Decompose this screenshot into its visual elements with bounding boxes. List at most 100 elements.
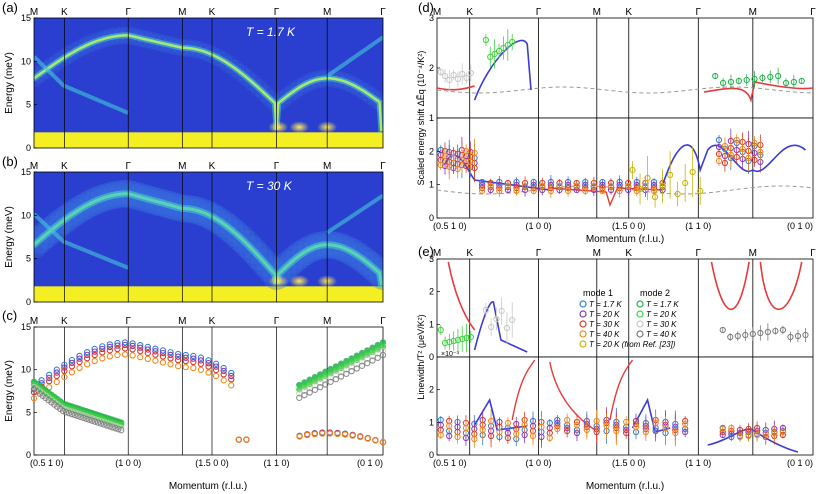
point-mode2-hi-s3-0 <box>296 394 303 401</box>
y-tick-1: 1 <box>429 180 434 190</box>
x-tick-0: (0.5 1 0) <box>433 458 467 468</box>
point-mode1-s1-13 <box>129 342 136 350</box>
point-mode2-lo-s3-20 <box>89 417 96 424</box>
d-bot-ref-pt-6 <box>674 190 681 198</box>
e-bot-right-s3-pt-3 <box>745 432 752 440</box>
e-bot-mid-s3-pt-9 <box>642 428 649 436</box>
x-tick-4: (0 1 0) <box>787 221 813 231</box>
x-tick-2: (1.5 0 0) <box>195 458 229 468</box>
d-bot-mid-s3-pt-1 <box>487 182 494 190</box>
point-mode1-s0-4 <box>61 361 68 368</box>
d-bot-right-s3-pt-4 <box>739 145 746 153</box>
point-mode1-s3-13 <box>129 352 136 359</box>
e-red-bottom <box>511 359 634 431</box>
x-tick-4: (0 1 0) <box>787 458 813 468</box>
point-mode2-hi-s3-14 <box>369 357 376 364</box>
e-bot-mid-s3-pt-11 <box>662 424 669 432</box>
point-mode1-s3-41 <box>341 431 349 438</box>
point-mode1-s3-17 <box>159 359 167 366</box>
path-tick-3: M <box>593 7 601 18</box>
point-mode1-s1-10 <box>106 343 114 351</box>
point-mode1-s1-21 <box>190 355 197 362</box>
d-top-right-green-pt-8 <box>775 72 782 80</box>
d-bot-mid-s3-pt-11 <box>573 182 580 190</box>
legend-marker-m1-40 <box>579 330 587 338</box>
point-mode2-lo-s3-24 <box>100 421 107 428</box>
panel-d-label: (d) <box>418 0 434 15</box>
path-tick-6: M <box>323 161 331 172</box>
point-mode1-s1-18 <box>167 351 174 359</box>
panel-d-x-ticks: (0.5 1 0) (1 0 0) (1.5 0 0) (1 1 0) (0 1 0) <box>433 221 813 231</box>
d-bot-mid-s3-pt-17 <box>625 182 632 190</box>
y-tick-2: 2 <box>429 287 434 297</box>
d-bot-mid-s3-pt-5 <box>521 182 529 190</box>
e-top-grey-pt-4 <box>503 324 511 332</box>
point-mode1-s0-13 <box>129 340 136 347</box>
panel-b-frame <box>33 171 384 303</box>
d-bot-right-s3-pt-7 <box>757 148 764 156</box>
point-mode2-lo-s3-28 <box>112 425 119 432</box>
d-top-green-pt-5 <box>504 41 511 49</box>
panel-d-top-frame <box>436 17 814 119</box>
d-bot-left-s1-pt-3 <box>450 164 457 172</box>
point-mode2-hi-s3-16 <box>379 352 387 359</box>
point-mode1-s3-37 <box>311 430 318 438</box>
e-bot-mid-s3-pt-4 <box>593 417 600 425</box>
e-bot-right-s3-pt-7 <box>779 428 787 436</box>
d-bot-ref-pt-1 <box>636 185 644 193</box>
d-bot-mid-s3-pt-12 <box>582 187 589 195</box>
y-tick-2: 2 <box>429 385 434 395</box>
point-mode1-s0-20 <box>182 351 189 359</box>
path-tick-2: Γ <box>125 7 131 18</box>
path-tick-0: M <box>30 161 38 172</box>
d-bot-ref-pt-8 <box>689 168 696 176</box>
point-mode1-s1-22 <box>197 357 205 364</box>
point-mode1-s2-13 <box>129 346 136 353</box>
y-tick-15: 15 <box>21 322 31 332</box>
point-mode1-s3-11 <box>114 351 121 359</box>
panel-e-ylabel: Linewidth/T² (μeV/K²) <box>416 314 426 399</box>
d-bot-right-s3-pt-3 <box>733 136 740 144</box>
d-top-grey-pt-3 <box>450 71 457 79</box>
e-blue-bottom-left <box>473 397 528 431</box>
d-bot-left-s3-pt-1 <box>441 152 449 160</box>
panel-a-frame <box>33 17 384 149</box>
d-top-right-green-pt-4 <box>743 76 750 84</box>
path-tick-1: K <box>61 7 68 18</box>
e-bot-left-s2-pt-8 <box>504 434 511 442</box>
d-bot-mid-s3-pt-7 <box>539 182 546 190</box>
d-bot-left-s3-pt-8 <box>471 149 478 157</box>
point-mode1-s0-16 <box>152 345 159 352</box>
point-mode1-s1-17 <box>159 349 167 357</box>
point-mode2-lo-s3-12 <box>65 410 73 417</box>
path-tick-4: K <box>209 161 216 172</box>
panel-e-legend: mode 1 mode 2 T = 1.7 K T = 20 K T = 30 … <box>579 288 679 349</box>
e-top-right-pt-8 <box>779 326 787 334</box>
x-tick-4: (0 1 0) <box>357 458 383 468</box>
panel-d-data-points <box>437 29 805 208</box>
point-mode1-s0-23 <box>205 357 212 364</box>
path-tick-6: M <box>323 316 331 327</box>
legend-text-ref: T = 20 K (from Ref. [23]) <box>589 340 676 349</box>
point-mode1-s3-46 <box>379 439 387 446</box>
d-bot-ref-pt-4 <box>659 182 666 190</box>
d-bot-right-s3-pt-1 <box>721 142 729 150</box>
point-mode1-s2-18 <box>167 355 174 362</box>
point-mode1-s2-22 <box>197 360 205 367</box>
d-bot-ref-pt-5 <box>667 171 674 179</box>
path-tick-7: Γ <box>810 7 816 18</box>
panel-d-bottom-frame <box>436 117 814 219</box>
point-mode1-s1-5 <box>68 359 76 367</box>
d-top-grey-pt-0 <box>437 68 444 76</box>
path-tick-0: M <box>30 316 38 327</box>
point-mode1-s2-21 <box>190 358 197 366</box>
point-mode1-s1-12 <box>121 341 129 349</box>
panel-c-symmetry-lines <box>64 327 328 455</box>
y-tick-2: 2 <box>429 146 434 156</box>
e-top-green-pt-1 <box>441 339 449 347</box>
e-top-grey-pt-1 <box>488 323 495 331</box>
point-mode1-s0-18 <box>167 349 174 356</box>
e-top-right-pt-11 <box>802 331 809 339</box>
path-tick-7: Γ <box>380 161 386 172</box>
